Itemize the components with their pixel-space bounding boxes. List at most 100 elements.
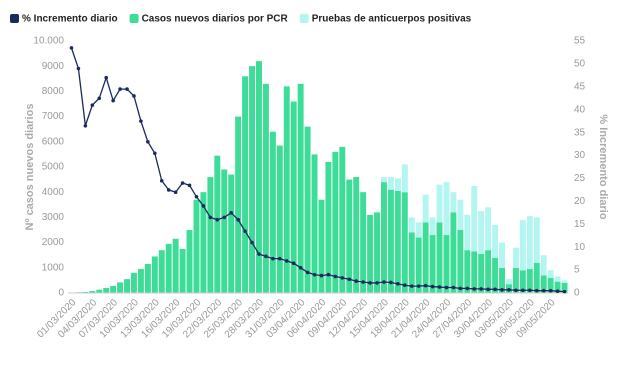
bar [387, 177, 394, 190]
line-point [153, 151, 157, 156]
line-point [201, 204, 206, 208]
bar [200, 192, 207, 293]
bar [221, 169, 228, 293]
line-point [521, 288, 525, 293]
y2-tick-label: 45 [574, 81, 586, 92]
line-point [284, 259, 289, 263]
bar [422, 222, 429, 293]
bar [249, 66, 255, 293]
line-point [361, 280, 365, 284]
line-point [472, 287, 477, 291]
line-point [340, 276, 345, 280]
line-point [278, 256, 282, 261]
legend-swatch [10, 14, 19, 23]
bar [561, 282, 568, 293]
bar [103, 287, 110, 293]
bar [89, 290, 96, 293]
line-point [444, 285, 449, 290]
bar [499, 267, 505, 293]
bar [519, 219, 526, 271]
y2-tick-label: 35 [574, 127, 586, 138]
y2-tick-label: 55 [574, 36, 586, 47]
bar [394, 190, 401, 293]
y-tick-label: 0 [58, 288, 64, 299]
bar [283, 86, 290, 293]
y-tick-label: 2000 [42, 237, 65, 248]
line-point [396, 282, 400, 286]
line-point [347, 277, 352, 282]
y2-tick-label: 40 [574, 104, 586, 115]
line-point [541, 288, 546, 293]
line-point [159, 178, 164, 183]
line-point [132, 94, 136, 98]
bar [214, 155, 221, 293]
bar [512, 267, 519, 293]
line-point [430, 284, 435, 289]
line-point [166, 188, 171, 192]
bar [478, 211, 485, 254]
bar [304, 126, 311, 294]
bar [401, 164, 408, 193]
line-point [548, 288, 553, 293]
bar [561, 280, 568, 283]
line-point [180, 181, 185, 185]
bar [151, 256, 158, 293]
y-tick-label: 1000 [42, 262, 65, 273]
line-point [305, 270, 310, 275]
line-point [104, 75, 108, 80]
line-point [146, 140, 150, 144]
line-point [257, 252, 261, 256]
y2-tick-label: 20 [574, 196, 586, 207]
line-point [139, 119, 143, 123]
line-point [243, 229, 247, 233]
bar [415, 222, 422, 238]
bar [443, 235, 450, 293]
bar [346, 179, 353, 293]
line-point [403, 283, 407, 288]
line-point [555, 289, 560, 293]
line-point [534, 288, 539, 293]
bar [207, 177, 214, 293]
line-point [493, 287, 497, 292]
bar [172, 238, 179, 293]
bar [547, 277, 554, 293]
legend-label: Pruebas de anticuerpos positivas [312, 14, 472, 25]
line-point [354, 279, 358, 283]
line-point [215, 217, 220, 222]
line-point [416, 284, 421, 288]
bar [339, 146, 346, 293]
bar [450, 192, 457, 213]
line-point [382, 280, 386, 284]
bar [429, 217, 436, 236]
y-tick-label: 5000 [42, 162, 65, 173]
y-tick-label: 6000 [42, 136, 65, 147]
line-point [298, 266, 303, 270]
bar [512, 247, 519, 268]
bar [457, 199, 464, 230]
bar [96, 289, 103, 293]
bar [450, 212, 457, 293]
bar [353, 177, 360, 293]
bar [464, 250, 471, 293]
line-point [118, 87, 122, 91]
y-tick-label: 7000 [42, 111, 65, 122]
bar [158, 250, 165, 293]
bar [436, 184, 443, 223]
y2-tick-label: 0 [574, 288, 580, 299]
bar [415, 237, 422, 293]
bar [381, 182, 387, 293]
bar [360, 192, 367, 293]
bar [381, 177, 387, 183]
bar [256, 61, 262, 293]
bar [526, 216, 533, 270]
bar [262, 83, 269, 293]
line-point [368, 281, 372, 285]
bar [408, 217, 415, 233]
bar [443, 182, 450, 236]
bar [131, 272, 137, 293]
line-point [187, 183, 192, 188]
line-point [208, 215, 213, 220]
line-point [83, 123, 88, 128]
line-point [194, 194, 199, 199]
bar [436, 222, 443, 293]
